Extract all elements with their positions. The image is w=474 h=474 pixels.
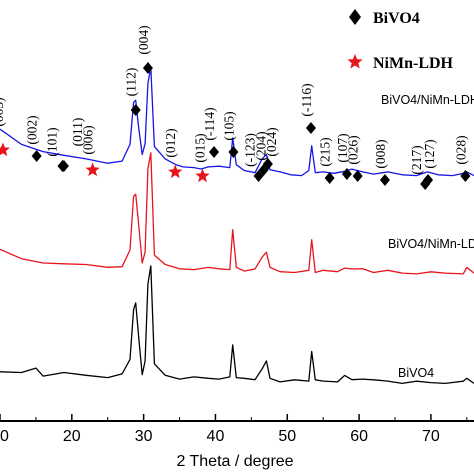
peak-label: (028) (453, 135, 468, 164)
x-tick-label: 50 (278, 428, 296, 445)
peak-label: (217) (409, 145, 424, 174)
legend-diamond-icon (349, 9, 361, 25)
peak-diamond-icon (262, 158, 273, 170)
peak-diamond-icon (324, 172, 335, 184)
peak-label: (003) (0, 97, 6, 126)
peak-label: (004) (136, 25, 151, 54)
peak-diamond-icon (58, 160, 69, 172)
legend-label-nimn-ldh: NiMn-LDH (373, 55, 454, 72)
series-line-composite-1 (0, 66, 474, 177)
peak-diamond-icon (228, 146, 239, 158)
x-tick-label: 60 (350, 428, 368, 445)
peak-diamond-icon (423, 174, 434, 186)
peak-diamond-icon (209, 146, 220, 158)
peak-diamond-icon (142, 62, 153, 74)
series-line-bivo4 (0, 265, 474, 385)
x-tick-label: 40 (207, 428, 225, 445)
peak-label: (-114) (202, 107, 217, 140)
x-axis-ticks: 10 20 30 40 50 60 70 (0, 414, 468, 445)
peak-label: (-123) (243, 133, 258, 167)
peak-label: (112) (124, 68, 139, 97)
peak-label: (215) (318, 137, 333, 166)
peak-diamond-icon (253, 170, 264, 182)
curve-label-composite-2: BiVO4/NiMn-LDH (388, 237, 474, 251)
peak-star-icon (0, 142, 10, 157)
peak-label: (204) (254, 131, 269, 160)
peak-label: (011) (70, 118, 85, 147)
peak-label: (-116) (299, 83, 314, 116)
peak-star-icon (85, 162, 100, 177)
peak-label: (015) (193, 133, 208, 162)
peak-label: (105) (221, 111, 236, 140)
peak-diamond-icon (130, 104, 141, 116)
legend: BiVO4 NiMn-LDH (347, 9, 454, 72)
annotation-layer: (002) (101) (011) (112) (004) (-114) (105) (-12… (0, 25, 471, 190)
curve-label-composite: BiVO4/NiMn-LDH (381, 93, 474, 107)
peak-star-icon (168, 164, 183, 179)
curve-label-bivo4: BiVO4 (398, 366, 434, 380)
peak-label: (024) (264, 127, 279, 156)
x-tick-label: 70 (422, 428, 440, 445)
peak-label: (101) (45, 127, 60, 156)
series-layer (0, 66, 474, 385)
legend-star-icon (347, 54, 363, 69)
peak-label: (006) (81, 125, 96, 154)
peak-diamond-icon (460, 170, 471, 182)
peak-star-icon (195, 168, 210, 183)
peak-label: (012) (163, 128, 178, 157)
peak-diamond-icon (31, 150, 42, 162)
x-axis-label: 2 Theta / degree (176, 453, 293, 470)
peak-diamond-icon (352, 170, 363, 182)
peak-label: (008) (373, 139, 388, 168)
x-tick-label: 30 (135, 428, 153, 445)
peak-diamond-icon (341, 168, 352, 180)
peak-label: (107) (335, 133, 350, 162)
peak-diamond-icon (305, 122, 316, 134)
x-tick-label: 10 (0, 428, 9, 445)
series-line-composite-2 (0, 152, 474, 275)
peak-label: (002) (25, 115, 40, 144)
legend-label-bivo4: BiVO4 (373, 10, 420, 27)
peak-label: (127) (422, 139, 437, 168)
peak-label: (026) (346, 135, 361, 164)
x-tick-label: 20 (63, 428, 81, 445)
peak-diamond-icon (379, 174, 390, 186)
